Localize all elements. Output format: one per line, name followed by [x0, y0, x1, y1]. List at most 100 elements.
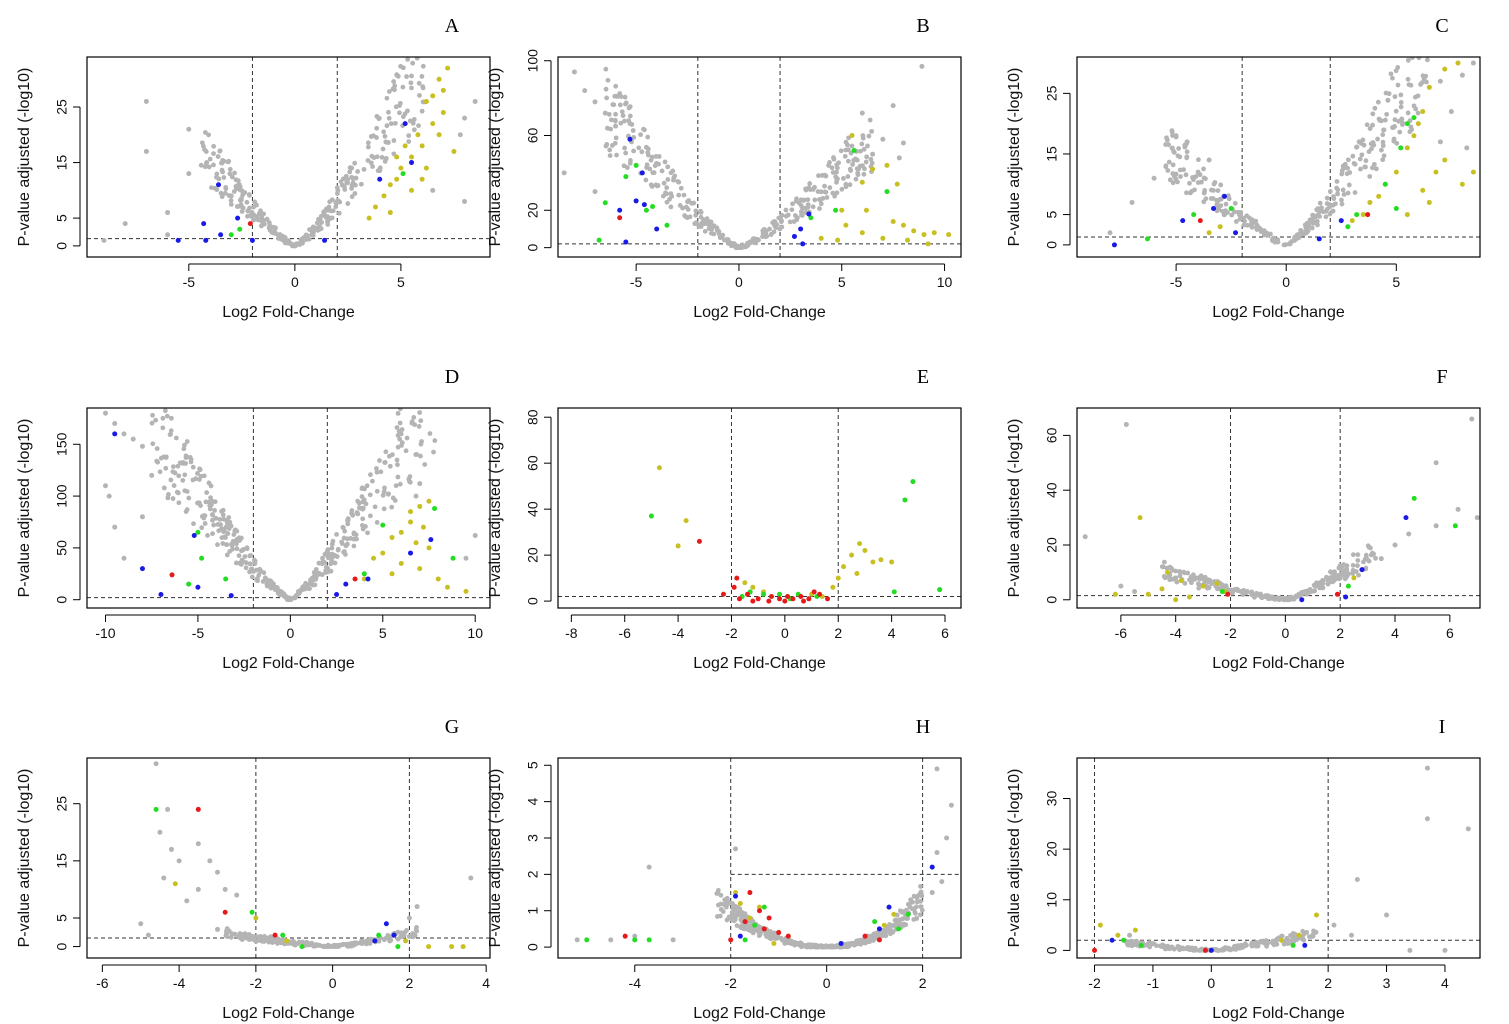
point-gray — [1262, 594, 1268, 599]
point-gray — [1241, 222, 1247, 228]
point-gray — [219, 194, 225, 200]
point-gray — [1358, 166, 1363, 172]
point-gray — [1184, 139, 1190, 145]
point-gray — [793, 198, 799, 204]
point-gray — [406, 915, 412, 921]
point-gray — [771, 229, 777, 235]
point-gray — [1433, 523, 1439, 529]
point-yellow — [381, 193, 387, 199]
x-tick-label: 0 — [1207, 975, 1215, 991]
x-axis: -2 -1 0 1 2 3 4 — [1088, 964, 1449, 991]
point-gray — [1189, 945, 1195, 951]
point-gray — [683, 214, 688, 219]
point-gray — [636, 145, 642, 151]
point-green — [380, 522, 386, 528]
y-tick-label: 1 — [525, 907, 541, 915]
point-gray — [1397, 129, 1403, 135]
point-gray — [1291, 237, 1297, 242]
point-yellow — [1351, 575, 1357, 581]
point-gray — [1161, 559, 1167, 565]
y-axis-label: P-value adjusted (-log10) — [1006, 769, 1023, 948]
point-gray — [406, 476, 412, 482]
point-gray — [861, 171, 867, 177]
point-green — [153, 806, 159, 812]
point-gray — [211, 522, 217, 528]
point-gray — [286, 595, 292, 601]
panel-letter: A — [445, 15, 460, 37]
point-gray — [880, 136, 886, 142]
x-tick-label: 2 — [406, 975, 414, 991]
point-gray — [733, 846, 739, 852]
point-gray — [226, 515, 232, 520]
point-gray — [1249, 592, 1255, 598]
point-gray — [853, 176, 859, 182]
point-gray — [1437, 78, 1443, 84]
point-gray — [238, 562, 244, 567]
point-gray — [842, 942, 848, 947]
point-gray — [1167, 177, 1173, 183]
point-gray — [755, 927, 761, 933]
point-yellow — [426, 944, 432, 950]
point-gray — [106, 493, 112, 499]
y-axis-label: P-value adjusted (-log10) — [16, 68, 33, 247]
point-yellow — [409, 187, 415, 193]
plot-frame — [1076, 56, 1481, 258]
point-gray — [1165, 168, 1171, 173]
data-points — [574, 766, 954, 950]
x-tick-label: 5 — [379, 625, 387, 641]
point-gray — [255, 217, 261, 223]
y-tick-label: 60 — [1044, 427, 1060, 443]
point-gray — [412, 932, 418, 938]
point-gray — [261, 217, 267, 223]
point-green — [602, 200, 608, 206]
point-gray — [431, 449, 436, 455]
point-yellow — [854, 571, 860, 577]
point-gray — [1371, 142, 1377, 148]
x-tick-label: 2 — [1336, 625, 1344, 641]
point-gray — [386, 109, 391, 115]
point-gray — [656, 154, 662, 159]
point-gray — [336, 210, 342, 216]
point-gray — [1363, 552, 1369, 558]
volcano-panel-a: A -5 0 5 Log2 Fold-Change 0 5 15 25 P-value adjus… — [16, 15, 491, 321]
point-gray — [334, 191, 340, 196]
point-gray — [1249, 217, 1255, 223]
point-blue — [402, 121, 408, 127]
point-gray — [1178, 174, 1183, 179]
x-tick-label: 2 — [1324, 975, 1332, 991]
point-gray — [275, 232, 281, 238]
point-gray — [1350, 153, 1356, 159]
point-gray — [1405, 110, 1411, 116]
point-gray — [1344, 567, 1350, 573]
point-blue — [1109, 937, 1115, 943]
point-blue — [1338, 218, 1344, 224]
point-gray — [830, 170, 836, 175]
point-gray — [121, 555, 127, 561]
point-red — [747, 890, 753, 896]
y-tick-label: 100 — [525, 49, 541, 73]
point-gray — [307, 942, 313, 948]
point-gray — [1470, 60, 1476, 66]
point-gray — [160, 425, 166, 431]
panel-letter: I — [1439, 716, 1446, 738]
point-gray — [1214, 208, 1220, 214]
point-gray — [834, 190, 840, 196]
point-gray — [407, 51, 412, 56]
point-green — [1121, 937, 1127, 943]
y-tick-label: 5 — [54, 914, 70, 922]
y-tick-label: 15 — [54, 155, 70, 171]
point-gray — [1263, 231, 1269, 236]
point-gray — [381, 937, 387, 943]
point-gray — [220, 507, 226, 513]
point-yellow — [440, 110, 446, 116]
panel-letter: B — [916, 15, 929, 37]
point-blue — [322, 237, 328, 243]
point-red — [1197, 218, 1203, 224]
point-gray — [234, 541, 239, 547]
point-gray — [1329, 578, 1335, 584]
point-gray — [229, 543, 235, 549]
point-gray — [223, 933, 229, 939]
x-axis-label: Log2 Fold-Change — [222, 304, 355, 321]
point-gray — [702, 228, 708, 234]
